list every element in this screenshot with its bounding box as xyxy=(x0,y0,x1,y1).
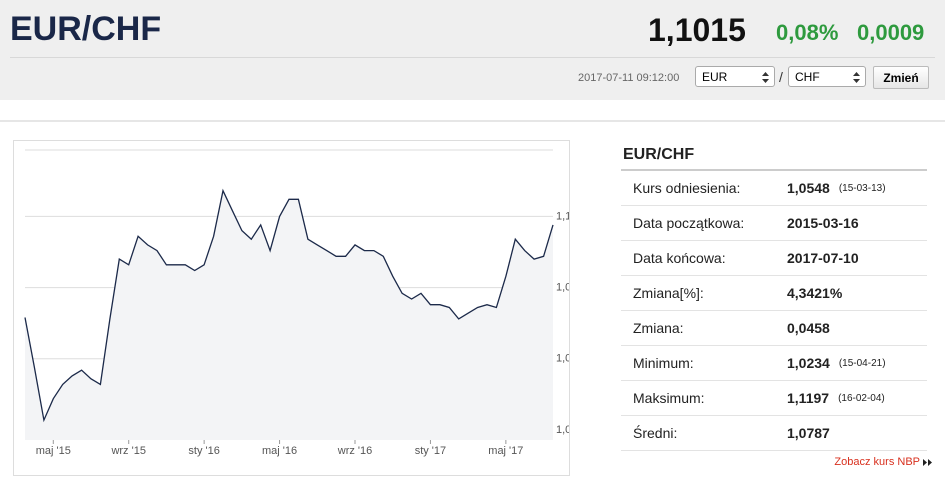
divider xyxy=(10,57,935,58)
stats-row: Kurs odniesienia: 1,0548 (15-03-13) xyxy=(621,171,927,206)
to-currency: CHF xyxy=(795,70,820,84)
stat-label: Minimum: xyxy=(633,355,694,371)
y-tick-label: 1,0750 xyxy=(556,281,569,293)
line xyxy=(24,188,554,423)
stats-rows: Kurs odniesienia: 1,0548 (15-03-13) Data po… xyxy=(621,171,927,451)
stat-label: Maksimum: xyxy=(633,390,705,406)
stat-note: (15-03-13) xyxy=(838,182,886,194)
stat-label: Zmiana[%]: xyxy=(633,285,704,301)
stats-row: Data początkowa: 2015-03-16 xyxy=(621,206,927,241)
stats-table: EUR/CHF Kurs odniesienia: 1,0548 (15-03-13… xyxy=(621,143,927,451)
stats-row: Data końcowa: 2017-07-10 xyxy=(621,241,927,276)
stat-value: 2017-07-10 xyxy=(787,250,859,266)
y-tick-label: 1,0250 xyxy=(556,424,569,436)
stat-value: 1,0548 xyxy=(787,180,830,196)
select-arrows xyxy=(762,72,769,83)
stat-value: 1,0234 xyxy=(787,355,830,371)
stat-value: 1,0787 xyxy=(787,425,830,441)
stat-note: (15-04-21) xyxy=(838,357,886,369)
content-panel xyxy=(0,120,945,478)
x-tick-label: sty '17 xyxy=(415,445,446,457)
stat-value: 1,1197 xyxy=(787,390,830,406)
link-text: Zobacz kurs NBP xyxy=(834,456,920,468)
x-tick-label: sty '16 xyxy=(188,445,219,457)
x-tick-label: maj '16 xyxy=(262,445,297,457)
select-arrows xyxy=(853,72,860,83)
stat-label: Data końcowa: xyxy=(633,250,726,266)
from-currency: EUR xyxy=(702,70,728,84)
rate: 1,1015 xyxy=(648,12,746,48)
chart: 1,0250 1,0500 1,0750 1,1000 maj '15 wrz '15 st… xyxy=(24,149,590,457)
stat-value: 4,3421% xyxy=(787,285,843,301)
stats-row: Maksimum: 1,1197 (16-02-04) xyxy=(621,381,927,416)
stats-row: Zmiana: 0,0458 xyxy=(621,311,927,346)
x-tick-label: maj '15 xyxy=(36,445,71,457)
from-select[interactable]: EUR xyxy=(695,66,775,87)
stat-value: 0,0458 xyxy=(787,320,830,336)
change-pct: 0,08% xyxy=(776,20,839,45)
separator: / xyxy=(779,69,783,85)
x-tick-label: wrz '15 xyxy=(110,445,146,457)
x-tick-label: maj '17 xyxy=(488,445,523,457)
stat-label: Kurs odniesienia: xyxy=(633,180,741,196)
pair-title: EUR/CHF xyxy=(10,10,162,48)
stat-value: 2015-03-16 xyxy=(787,215,859,231)
timestamp: 2017-07-11 09:12:00 xyxy=(578,72,680,84)
stat-note: (16-02-04) xyxy=(838,392,885,404)
area xyxy=(25,190,553,440)
stats-title: EUR/CHF xyxy=(621,143,927,171)
change-button[interactable]: Zmień xyxy=(873,66,929,89)
stat-label: Zmiana: xyxy=(633,320,684,336)
link-arrows xyxy=(923,458,932,466)
stats-row: Średni: 1,0787 xyxy=(621,416,927,451)
x-tick-label: wrz '16 xyxy=(337,445,373,457)
stats-row: Zmiana[%]: 4,3421% xyxy=(621,276,927,311)
y-tick-label: 1,1000 xyxy=(556,210,569,222)
to-select[interactable]: CHF xyxy=(788,66,866,87)
stat-label: Data początkowa: xyxy=(633,215,745,231)
chart-box: 1,0250 1,0500 1,0750 1,1000 maj '15 wrz '15 st… xyxy=(13,140,590,476)
stat-label: Średni: xyxy=(633,425,678,441)
nbp-link[interactable]: Zobacz kurs NBP xyxy=(834,456,933,468)
stats-row: Minimum: 1,0234 (15-04-21) xyxy=(621,346,927,381)
y-tick-label: 1,0500 xyxy=(556,353,569,365)
header: EUR/CHF 1,1015 0,08% 0,0009 2017-07-11 0… xyxy=(0,0,945,100)
change-abs: 0,0009 xyxy=(857,20,925,45)
